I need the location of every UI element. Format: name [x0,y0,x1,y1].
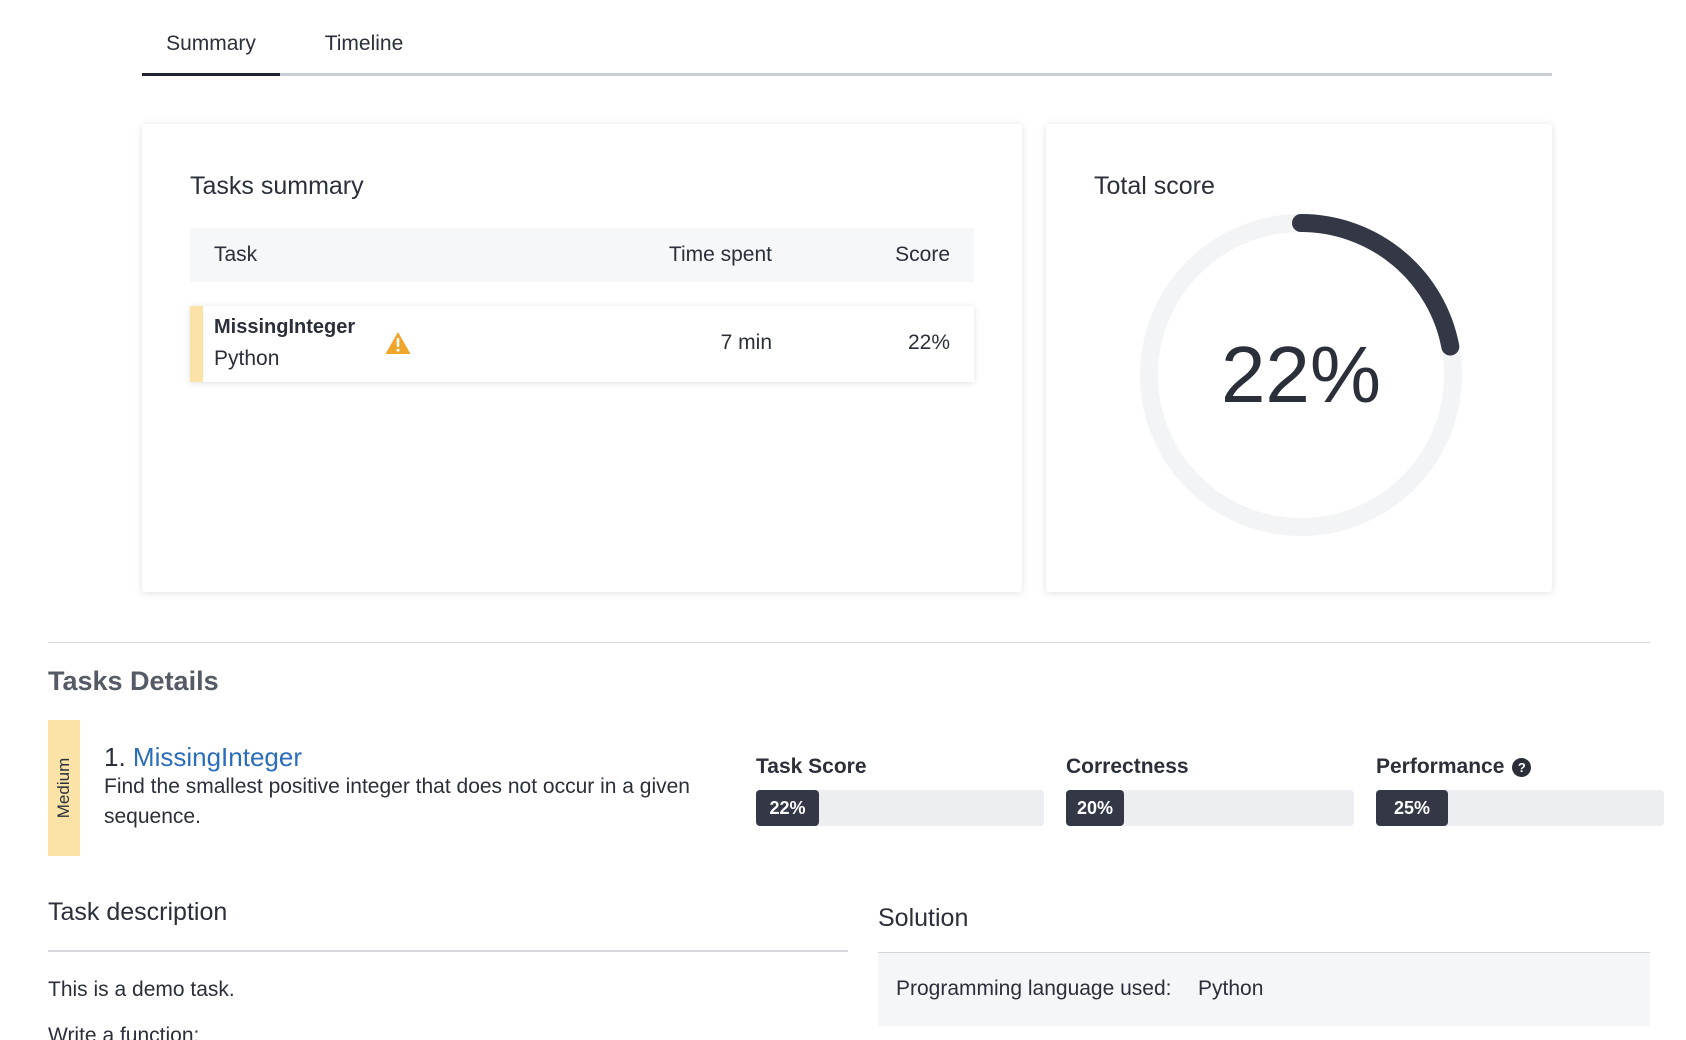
difficulty-badge: Medium [48,720,80,856]
score-gauge [1140,214,1462,536]
metric-label: Task Score [756,755,867,778]
section-divider [48,642,1650,643]
total-score-value: 22% [1220,330,1382,419]
task-time-spent: 7 min [720,331,772,354]
metric-bar-fill: 20% [1066,790,1124,826]
tasks-summary-card: Tasks summary Task Time spent Score Miss… [142,124,1022,592]
total-score-title: Total score [1094,172,1215,200]
tab-timeline[interactable]: Timeline [324,32,404,55]
programming-language-label: Programming language used: [896,977,1172,1000]
task-description-line: Write a function: [48,1024,200,1040]
metric-task-score: Task Score 22% [756,752,1044,826]
task-language: Python [214,347,280,370]
help-icon[interactable]: ? [1512,757,1532,777]
metric-performance: Performance ? 25% [1376,752,1664,826]
difficulty-label: Medium [54,757,73,819]
metric-bar-fill: 25% [1376,790,1448,826]
total-score-card: Total score 22% [1046,124,1552,592]
task-heading: 1. MissingInteger [104,742,302,773]
metric-bar: 20% [1066,790,1354,826]
tasks-summary-title: Tasks summary [190,172,364,200]
task-name: MissingInteger [214,316,356,338]
programming-language-value: Python [1198,977,1264,1000]
task-name-link[interactable]: MissingInteger [132,742,302,772]
column-header-task: Task [214,243,258,266]
metric-bar-fill: 22% [756,790,819,826]
metric-correctness: Correctness 20% [1066,752,1354,826]
table-row[interactable]: MissingInteger Python 7 min 22% [190,306,974,382]
warning-triangle-icon [385,332,411,354]
metric-label: Correctness [1066,755,1189,778]
column-header-time-spent: Time spent [668,243,772,266]
tasks-details-title: Tasks Details [48,666,219,696]
task-number: 1. [104,742,126,772]
task-description-divider [48,950,848,952]
solution-title: Solution [878,904,969,932]
task-short-description: Find the smallest positive integer that … [104,775,690,828]
task-description-title: Task description [48,898,228,926]
task-description-line: This is a demo task. [48,978,235,1001]
column-header-score: Score [895,243,950,266]
gauge-arc [1292,214,1460,356]
tab-summary[interactable]: Summary [142,32,280,76]
metric-bar: 25% [1376,790,1664,826]
task-score: 22% [907,331,950,354]
tab-bar: Summary Timeline [142,22,1552,76]
solution-info-box: Programming language used: Python [878,952,1650,1026]
metric-label: Performance ? [1376,752,1664,782]
metric-bar: 22% [756,790,1044,826]
tasks-table-header: Task Time spent Score [190,228,974,282]
